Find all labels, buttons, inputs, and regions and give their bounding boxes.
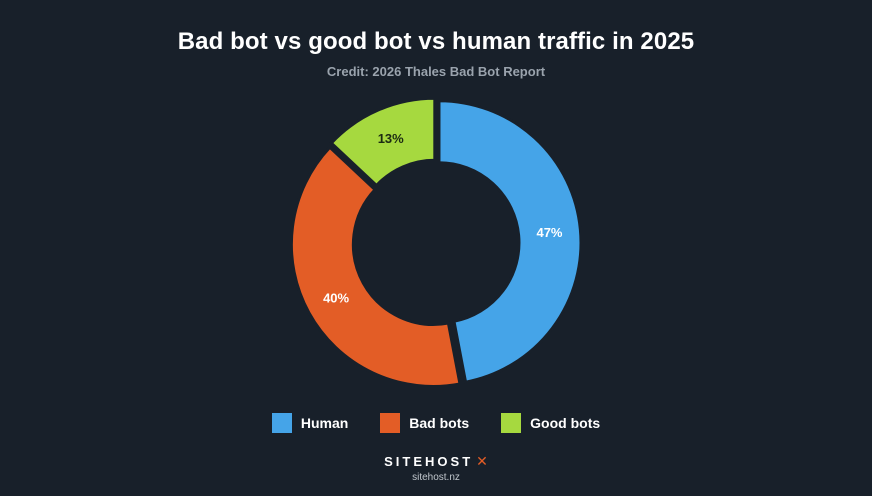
slice-good-bots: [329, 96, 437, 188]
slice-bad-bots: [289, 145, 462, 388]
slice-label-bad-bots: 40%: [323, 290, 349, 305]
chart-title: Bad bot vs good bot vs human traffic in …: [177, 28, 695, 55]
legend-label-good-bots: Good bots: [530, 415, 601, 431]
legend-swatch-human: [271, 413, 292, 433]
slice-label-good-bots: 13%: [378, 131, 404, 146]
brand-name: SITEHOST: [384, 454, 474, 469]
brand-x-icon: ✕: [476, 453, 488, 469]
legend-swatch-good-bots: [501, 413, 522, 433]
legend-label-bad-bots: Bad bots: [409, 415, 470, 431]
legend-item-human: Human: [271, 413, 349, 433]
slice-human: [437, 99, 583, 384]
chart-subtitle: Credit: 2026 Thales Bad Bot Report: [326, 64, 546, 79]
sitehost-logo: SITEHOST ✕: [384, 453, 488, 470]
legend-swatch-bad-bots: [380, 413, 401, 433]
legend-item-bad-bots: Bad bots: [380, 413, 469, 433]
brand-url: sitehost.nz: [412, 472, 460, 483]
slice-label-human: 47%: [536, 225, 562, 240]
brand-footer: SITEHOST ✕ sitehost.nz: [0, 453, 872, 483]
legend-label-human: Human: [300, 415, 349, 431]
chart-legend: Human Bad bots Good bots: [0, 413, 872, 433]
legend-item-good-bots: Good bots: [501, 413, 600, 433]
